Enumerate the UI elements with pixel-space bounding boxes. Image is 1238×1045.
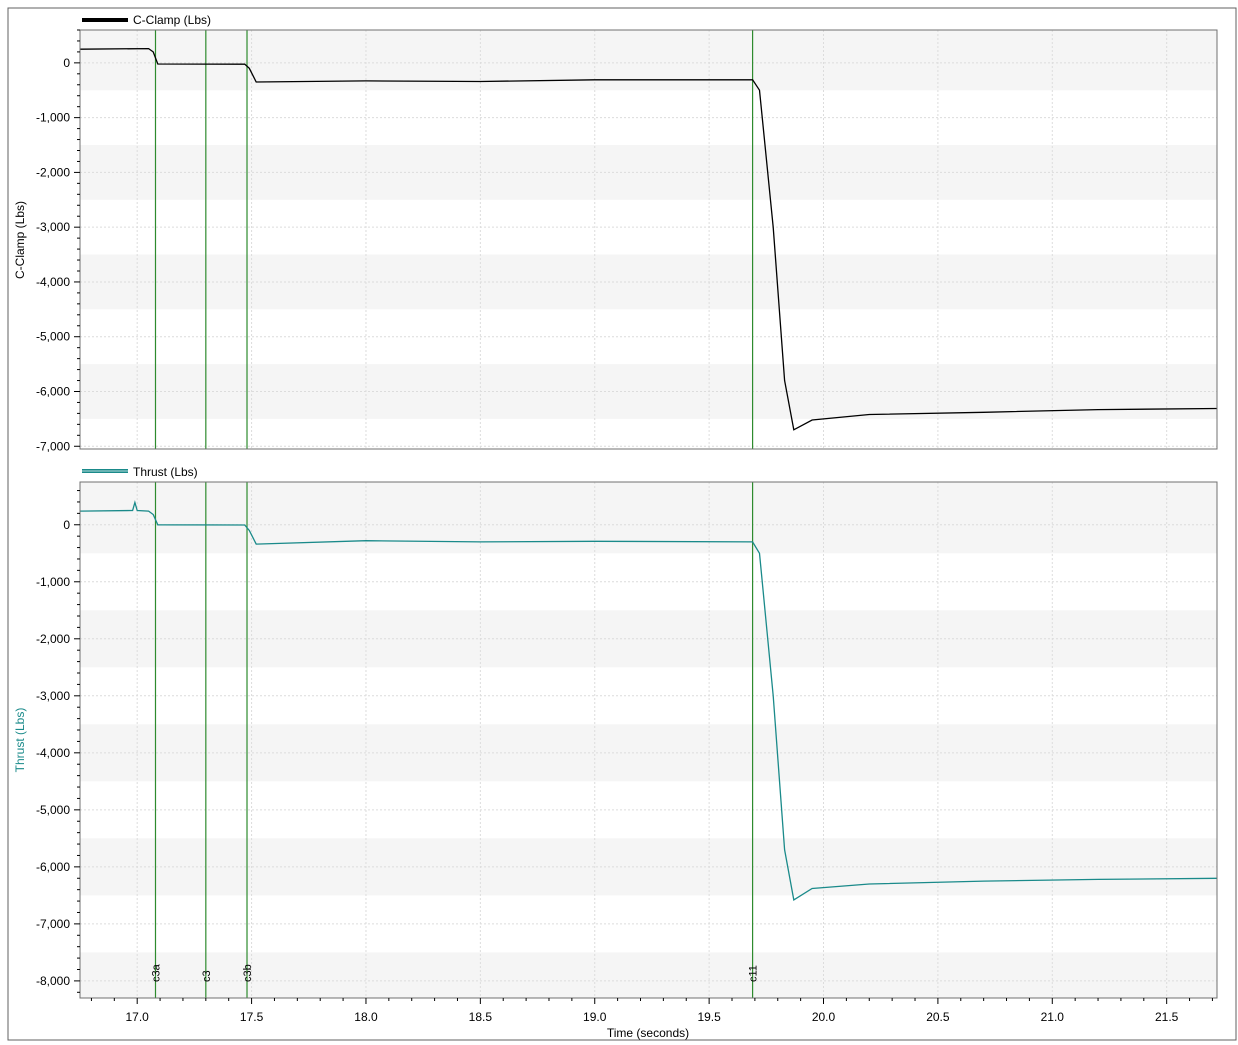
c-clamp-panel: 0 -1,000 -2,000 -3,000 -4,000 -5,000 -6,000 -7,… bbox=[13, 13, 1218, 453]
x-tick-label: 21.0 bbox=[1041, 1010, 1065, 1024]
y-tick-label: -7,000 bbox=[36, 917, 70, 931]
x-tick-label: 20.5 bbox=[926, 1010, 950, 1024]
c-clamp-series-line bbox=[79, 47, 1218, 431]
x-tick-label: 19.0 bbox=[583, 1010, 607, 1024]
y-tick-label: -5,000 bbox=[36, 803, 70, 817]
thrust-y-axis-title: Thrust (Lbs) bbox=[13, 708, 27, 773]
y-tick-label: 0 bbox=[63, 56, 70, 70]
x-tick-label: 19.5 bbox=[697, 1010, 721, 1024]
thrust-legend-swatch bbox=[82, 469, 128, 473]
y-tick-label: -4,000 bbox=[36, 275, 70, 289]
background-band bbox=[80, 482, 1217, 554]
event-marker-label: c3a bbox=[150, 963, 162, 982]
c-clamp-plot-frame bbox=[79, 29, 1218, 450]
background-band bbox=[80, 30, 1217, 91]
y-tick-label: -4,000 bbox=[36, 746, 70, 760]
thrust-legend[interactable]: Thrust (Lbs) bbox=[82, 465, 198, 479]
y-tick-label: -3,000 bbox=[36, 689, 70, 703]
y-tick-label: 0 bbox=[63, 518, 70, 532]
background-band bbox=[80, 952, 1217, 998]
y-tick-label: -2,000 bbox=[36, 632, 70, 646]
y-tick-label: -3,000 bbox=[36, 220, 70, 234]
c-clamp-legend-swatch bbox=[82, 18, 128, 22]
x-tick-label: 18.0 bbox=[354, 1010, 378, 1024]
thrust-legend-swatch-highlight bbox=[82, 470, 128, 472]
y-tick-label: -2,000 bbox=[36, 165, 70, 179]
time-x-axis-title: Time (seconds) bbox=[607, 1026, 689, 1040]
thrust-plot-frame bbox=[79, 481, 1218, 999]
y-tick-label: -6,000 bbox=[36, 860, 70, 874]
x-tick-label: 21.5 bbox=[1155, 1010, 1179, 1024]
x-tick-label: 18.5 bbox=[469, 1010, 493, 1024]
event-marker-label: c3 bbox=[201, 970, 213, 982]
y-tick-label: -1,000 bbox=[36, 111, 70, 125]
c-clamp-legend-label: C-Clamp (Lbs) bbox=[133, 13, 211, 27]
thrust-legend-label: Thrust (Lbs) bbox=[133, 465, 198, 479]
x-tick-label: 17.0 bbox=[126, 1010, 150, 1024]
x-tick-label: 20.0 bbox=[812, 1010, 836, 1024]
y-tick-label: -5,000 bbox=[36, 330, 70, 344]
y-tick-label: -8,000 bbox=[36, 974, 70, 988]
c-clamp-y-axis-title: C-Clamp (Lbs) bbox=[13, 201, 27, 279]
event-marker-label: c11 bbox=[748, 965, 760, 982]
event-marker-label: c3b bbox=[242, 964, 254, 982]
thrust-series-line bbox=[79, 500, 1218, 901]
c-clamp-legend[interactable]: C-Clamp (Lbs) bbox=[82, 13, 211, 27]
y-tick-label: -6,000 bbox=[36, 384, 70, 398]
thrust-panel: 0 -1,000 -2,000 -3,000 -4,000 -5,000 -6,000 -7,… bbox=[13, 465, 1218, 999]
time-x-axis: 17.0 17.5 18.0 18.5 19.0 19.5 20.0 20.5 21.0 21.5 bbox=[90, 998, 1213, 1024]
y-tick-label: -1,000 bbox=[36, 575, 70, 589]
x-tick-label: 17.5 bbox=[240, 1010, 264, 1024]
y-tick-label: -7,000 bbox=[36, 439, 70, 453]
